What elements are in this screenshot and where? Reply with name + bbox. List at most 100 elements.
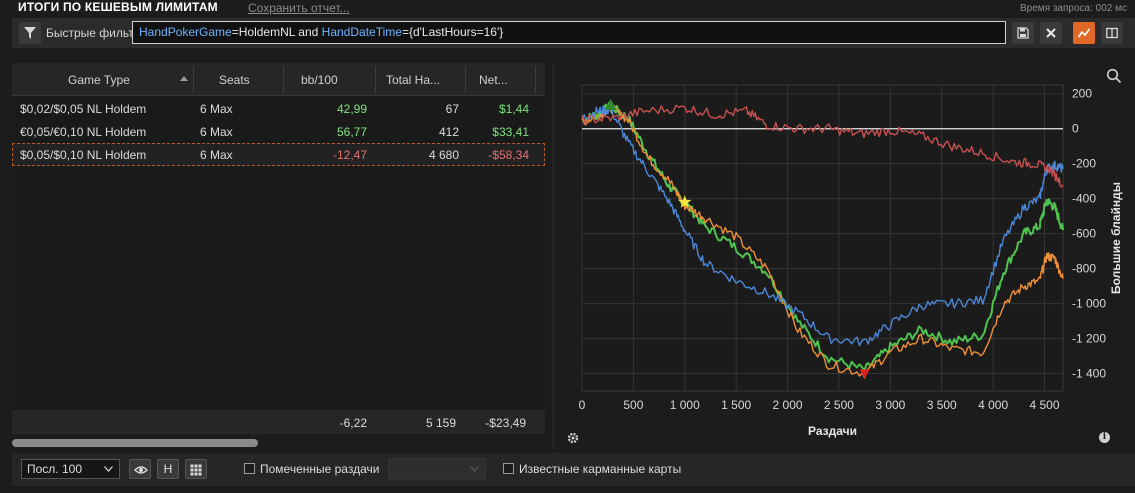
- series-line: [581, 103, 1064, 379]
- grid-header: Game Type Seats bb/100 Total Ha... Net..…: [12, 63, 545, 96]
- table-row[interactable]: €0,05/€0,10 NL Holdem 6 Max 56,77 412 $3…: [12, 120, 545, 143]
- chevron-down-icon: [104, 466, 113, 472]
- cell-net: $1,44: [498, 102, 529, 116]
- cell-seats: 6 Max: [200, 102, 233, 116]
- filter-query-input[interactable]: HandPokerGame=HoldemNL and HandDateTime=…: [132, 21, 1006, 44]
- cell-seats: 6 Max: [200, 125, 233, 139]
- cell-net: $33,41: [492, 125, 529, 139]
- eye-icon: [134, 466, 148, 474]
- y-tick-label: -200: [1072, 157, 1096, 171]
- series-line: [581, 104, 1064, 188]
- scrollbar-thumb[interactable]: [12, 439, 258, 447]
- view-hands-button[interactable]: [129, 459, 151, 479]
- series-line: [581, 101, 1064, 372]
- column-header-game-type[interactable]: Game Type: [68, 73, 130, 87]
- close-icon: [1046, 28, 1056, 38]
- x-tick-label: 500: [623, 398, 643, 412]
- cell-bb100: -12,47: [332, 148, 367, 162]
- star-marker: [678, 195, 692, 208]
- column-divider[interactable]: [193, 66, 194, 93]
- grid-view-button[interactable]: [185, 459, 207, 479]
- marked-hands-select[interactable]: [388, 458, 486, 480]
- query-part: HandDateTime: [321, 25, 402, 39]
- marked-hands-label: Помеченные раздачи: [260, 462, 380, 476]
- x-tick-label: 0: [579, 398, 586, 412]
- column-divider[interactable]: [283, 66, 284, 93]
- table-row[interactable]: $0,02/$0,05 NL Holdem 6 Max 42,99 67 $1,…: [12, 97, 545, 120]
- line-chart-icon: [1078, 28, 1090, 38]
- y-tick-label: -600: [1072, 227, 1096, 241]
- x-tick-label: 4 000: [978, 398, 1008, 412]
- y-tick-label: -1 000: [1072, 297, 1106, 311]
- hand-range-value: Посл. 100: [27, 462, 82, 476]
- y-axis-label: Большие блайнды: [1109, 182, 1123, 294]
- page-title: ИТОГИ ПО КЕШЕВЫМ ЛИМИТАМ: [18, 0, 218, 14]
- split-view-button[interactable]: [1101, 22, 1123, 44]
- chart-view-button[interactable]: [1073, 22, 1095, 44]
- total-hands: 5 159: [425, 416, 456, 430]
- info-icon[interactable]: i: [1099, 432, 1110, 443]
- x-axis-label: Раздачи: [808, 424, 857, 438]
- x-tick-label: 1 000: [670, 398, 700, 412]
- totals-row: -6,22 5 159 -$23,49: [12, 410, 545, 434]
- cell-total-hands: 412: [438, 125, 459, 139]
- x-tick-label: 3 500: [927, 398, 957, 412]
- series-line: [581, 105, 1064, 347]
- column-header-net[interactable]: Net...: [479, 73, 508, 87]
- y-tick-label: 200: [1072, 87, 1092, 101]
- cell-seats: 6 Max: [200, 148, 233, 162]
- column-header-seats[interactable]: Seats: [219, 73, 250, 87]
- save-report-link[interactable]: Сохранить отчет...: [248, 1, 350, 15]
- total-net: -$23,49: [485, 416, 526, 430]
- sort-ascending-icon: [180, 76, 188, 81]
- column-divider[interactable]: [375, 66, 376, 93]
- marked-hands-checkbox[interactable]: [244, 463, 255, 474]
- x-tick-label: 3 000: [875, 398, 905, 412]
- x-tick-label: 4 500: [1029, 398, 1059, 412]
- horizontal-scrollbar[interactable]: [12, 437, 545, 447]
- plot-area: [581, 84, 1064, 392]
- panel-splitter[interactable]: [553, 63, 557, 449]
- column-header-total-hands[interactable]: Total Ha...: [386, 73, 441, 87]
- magnifier-icon[interactable]: [1106, 68, 1122, 84]
- chevron-down-icon: [470, 466, 479, 472]
- max-marker: [604, 98, 617, 110]
- bottom-toolbar: Посл. 100 H Помеченные раздачи Известные…: [12, 453, 1135, 486]
- y-tick-label: -800: [1072, 262, 1096, 276]
- table-row-selected[interactable]: $0,05/$0,10 NL Holdem 6 Max -12,47 4 680…: [12, 143, 545, 166]
- x-tick-label: 1 500: [721, 398, 751, 412]
- hand-range-select[interactable]: Посл. 100: [21, 459, 120, 479]
- filter-bar: Быстрые фильтры HandPokerGame=HoldemNL a…: [12, 18, 1135, 48]
- filter-button[interactable]: [19, 22, 41, 44]
- known-cards-checkbox[interactable]: [503, 463, 514, 474]
- cell-game-type: $0,05/$0,10 NL Holdem: [20, 148, 147, 162]
- title-bar: ИТОГИ ПО КЕШЕВЫМ ЛИМИТАМ Сохранить отчет…: [0, 0, 1135, 15]
- grid-icon: [190, 464, 202, 476]
- floppy-icon: [1017, 27, 1029, 39]
- cell-total-hands: 67: [445, 102, 459, 116]
- funnel-icon: [24, 27, 36, 39]
- y-tick-label: -1 400: [1072, 367, 1106, 381]
- y-tick-label: -400: [1072, 192, 1096, 206]
- cell-game-type: $0,02/$0,05 NL Holdem: [20, 102, 147, 116]
- save-filter-button[interactable]: [1012, 22, 1034, 44]
- cell-bb100: 56,77: [336, 125, 367, 139]
- known-cards-label: Известные карманные карты: [519, 462, 682, 476]
- query-part: ={d'LastHours=16'}: [401, 25, 504, 39]
- h-button[interactable]: H: [157, 459, 179, 479]
- x-tick-label: 2 500: [824, 398, 854, 412]
- cell-total-hands: 4 680: [428, 148, 459, 162]
- column-divider[interactable]: [535, 66, 536, 93]
- total-bb100: -6,22: [339, 416, 367, 430]
- y-tick-label: -1 200: [1072, 332, 1106, 346]
- y-tick-label: 0: [1072, 122, 1079, 136]
- column-divider[interactable]: [465, 66, 466, 93]
- column-header-bb100[interactable]: bb/100: [301, 73, 338, 87]
- cell-game-type: €0,05/€0,10 NL Holdem: [20, 125, 147, 139]
- gear-icon[interactable]: [566, 431, 580, 445]
- clear-filter-button[interactable]: [1040, 22, 1062, 44]
- query-part: HandPokerGame: [139, 25, 232, 39]
- results-chart: 0 500 1 000 1 500 2 000 2 500 3 000 3 500 4 000 4…: [579, 84, 1123, 438]
- x-tick-label: 2 000: [773, 398, 803, 412]
- cell-bb100: 42,99: [336, 102, 367, 116]
